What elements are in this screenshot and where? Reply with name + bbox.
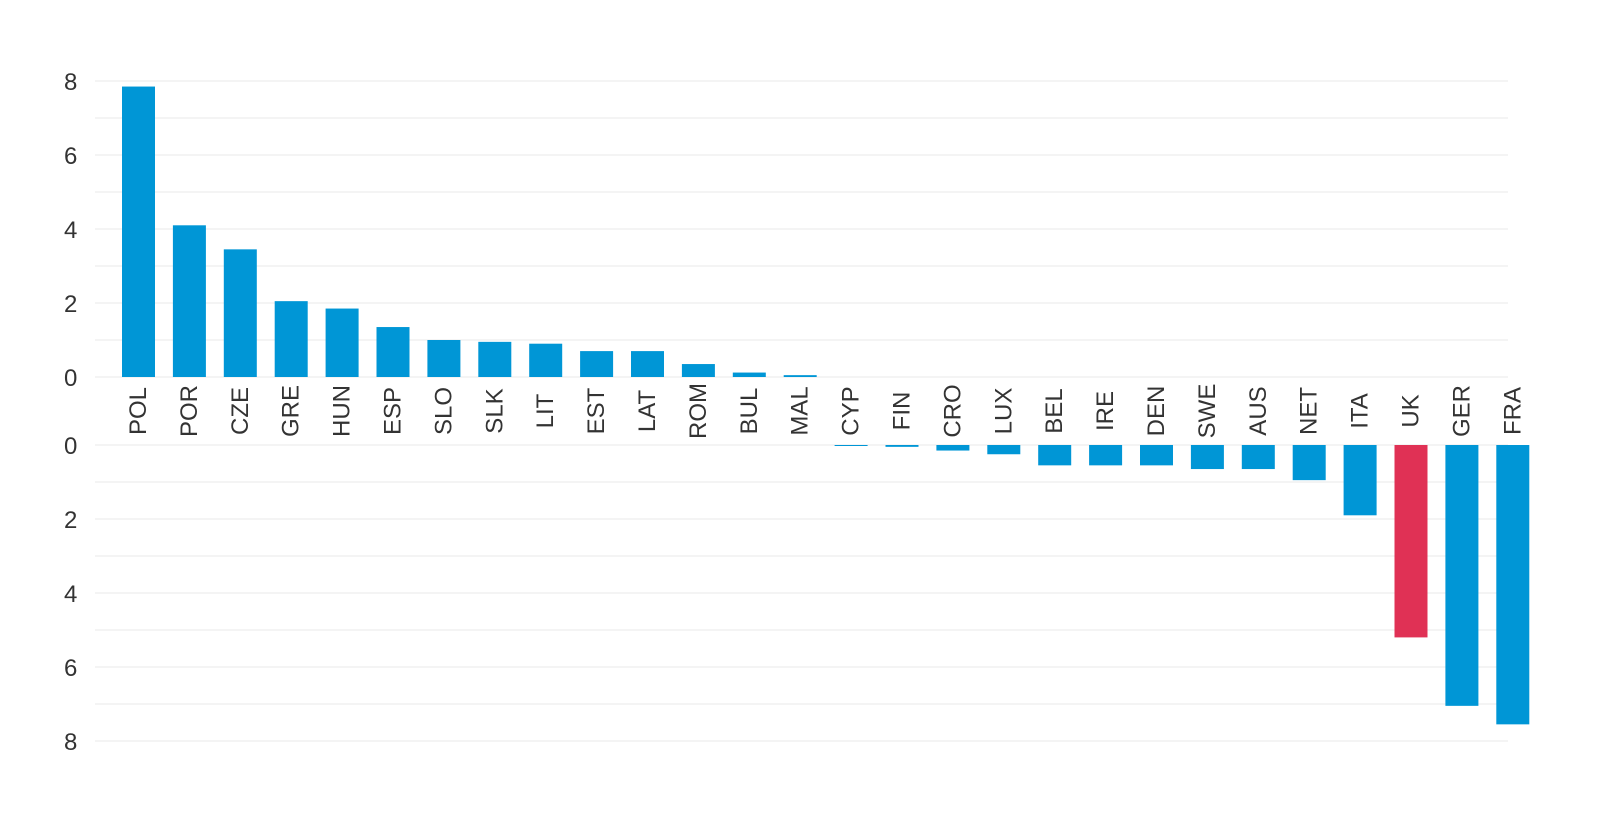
bar-lux [987,445,1021,455]
bar-lat [631,351,664,377]
category-label-cro: CRO [939,384,966,437]
y-tick-label-negative: 2 [64,507,77,534]
bar-lit [529,343,563,377]
category-label-lit: LIT [532,393,559,428]
category-label-ire: IRE [1092,391,1119,431]
bar-fra [1496,445,1530,725]
bar-slk [478,341,512,377]
category-label-bul: BUL [736,388,763,435]
bar-gre [274,301,308,377]
category-label-uk: UK [1398,394,1425,427]
bar-est [580,351,614,377]
category-label-por: POR [176,385,203,437]
category-label-ger: GER [1448,385,1475,437]
category-label-ita: ITA [1347,393,1374,429]
bar-den [1140,445,1173,466]
category-label-bel: BEL [1041,388,1068,433]
category-label-mal: MAL [787,386,814,435]
y-tick-label-negative: 0 [64,433,77,460]
category-label-cyp: CYP [838,386,865,435]
category-label-swe: SWE [1194,384,1221,439]
category-label-fra: FRA [1499,387,1526,435]
category-label-lat: LAT [634,390,661,433]
bar-ita [1343,445,1377,516]
y-tick-label-negative: 8 [64,729,77,756]
category-label-den: DEN [1143,386,1170,437]
category-label-lux: LUX [990,388,1017,435]
category-label-hun: HUN [329,385,356,437]
category-label-rom: ROM [685,383,712,439]
bar-por [172,225,206,377]
category-label-est: EST [583,387,610,434]
bar-net [1292,445,1326,481]
bar-fin [885,445,919,447]
bar-aus [1241,445,1275,470]
bar-mal [783,375,817,377]
bar-rom [681,364,715,377]
category-label-pol: POL [125,387,152,435]
bar-hun [325,308,359,377]
bar-swe [1190,445,1224,470]
category-label-slo: SLO [430,387,457,435]
bar-cze [223,249,257,377]
category-label-slk: SLK [481,388,508,433]
bar-cro [936,445,970,451]
y-tick-label-positive: 0 [64,365,77,392]
bar-pol [122,86,155,378]
y-tick-label-positive: 4 [64,217,77,244]
category-label-gre: GRE [278,385,305,437]
category-label-aus: AUS [1245,386,1272,435]
category-label-esp: ESP [380,387,407,435]
y-tick-label-negative: 4 [64,581,77,608]
bar-cyp [834,445,868,446]
category-label-net: NET [1296,387,1323,435]
bar-ire [1089,445,1123,466]
bar-bel [1038,445,1072,466]
y-tick-label-positive: 6 [64,143,77,170]
y-tick-label-negative: 6 [64,655,77,682]
category-label-fin: FIN [889,392,916,431]
y-tick-label-positive: 2 [64,291,77,318]
category-label-cze: CZE [227,387,254,435]
bar-bul [732,372,766,377]
bar-esp [376,327,410,377]
bar-slo [427,340,461,377]
y-tick-label-positive: 8 [64,69,77,96]
bar-ger [1445,445,1479,706]
bar-uk [1394,445,1428,638]
